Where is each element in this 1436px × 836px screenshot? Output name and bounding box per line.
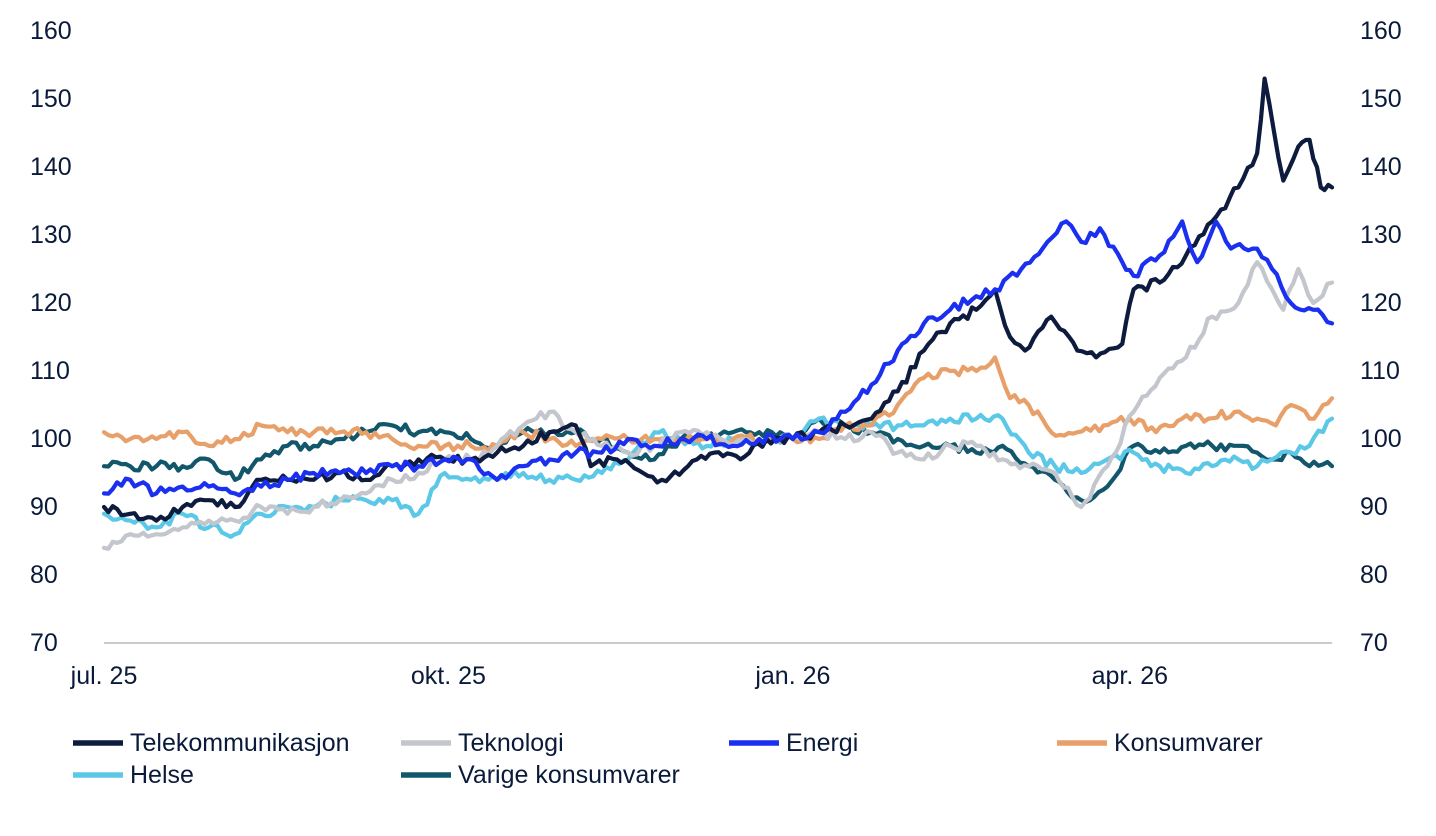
y-tick-label-left: 160 <box>30 17 72 45</box>
y-tick-label-left: 130 <box>30 221 72 249</box>
legend-item-telekommunikasjon: Telekommunikasjon <box>73 729 350 757</box>
series-line-telekommunikasjon <box>101 76 1335 523</box>
x-tick-label: jan. 26 <box>754 662 830 690</box>
y-tick-label-left: 150 <box>30 85 72 113</box>
legend-item-konsumvarer: Konsumvarer <box>1057 729 1263 757</box>
legend-item-varige-konsumvarer: Varige konsumvarer <box>401 761 680 789</box>
x-tick-label: apr. 26 <box>1092 662 1168 690</box>
y-tick-label-right: 130 <box>1360 221 1402 249</box>
y-tick-label-right: 100 <box>1360 425 1402 453</box>
y-tick-label-right: 70 <box>1360 629 1388 657</box>
y-tick-label-left: 100 <box>30 425 72 453</box>
y-tick-label-right: 110 <box>1360 357 1400 385</box>
y-axis-right: 70 80 90 100 110 120 130 140 150 160 <box>1360 17 1402 657</box>
y-tick-label-right: 150 <box>1360 85 1402 113</box>
legend-label: Varige konsumvarer <box>458 761 680 789</box>
y-tick-label-left: 120 <box>30 289 72 317</box>
y-tick-label-right: 90 <box>1360 493 1388 521</box>
y-tick-label-right: 120 <box>1360 289 1402 317</box>
legend-item-energi: Energi <box>729 729 858 757</box>
y-tick-label-left: 70 <box>30 629 58 657</box>
legend-item-teknologi: Teknologi <box>401 729 564 757</box>
y-tick-label-right: 140 <box>1360 153 1402 181</box>
y-tick-label-right: 160 <box>1360 17 1402 45</box>
y-tick-label-left: 80 <box>30 561 58 589</box>
x-tick-label: okt. 25 <box>411 662 486 690</box>
x-axis-ticks: jul. 25 okt. 25 jan. 26 apr. 26 <box>70 662 1168 690</box>
legend-label: Energi <box>786 729 858 757</box>
series-layer <box>101 76 1335 551</box>
legend-label: Telekommunikasjon <box>130 729 350 757</box>
y-tick-label-right: 80 <box>1360 561 1388 589</box>
series-line-teknologi <box>101 260 1335 551</box>
series-line-energi <box>101 219 1335 498</box>
legend-label: Konsumvarer <box>1114 729 1263 757</box>
legend-label: Helse <box>130 761 194 789</box>
x-tick-label: jul. 25 <box>70 662 138 690</box>
legend-item-helse: Helse <box>73 761 194 789</box>
y-axis-left: 70 80 90 100 110 120 130 140 150 160 <box>30 17 72 657</box>
legend-label: Teknologi <box>458 729 564 757</box>
legend: Telekommunikasjon Teknologi Energi Konsumva… <box>73 729 1263 789</box>
y-tick-label-left: 110 <box>30 357 70 385</box>
y-tick-label-left: 90 <box>30 493 58 521</box>
y-tick-label-left: 140 <box>30 153 72 181</box>
